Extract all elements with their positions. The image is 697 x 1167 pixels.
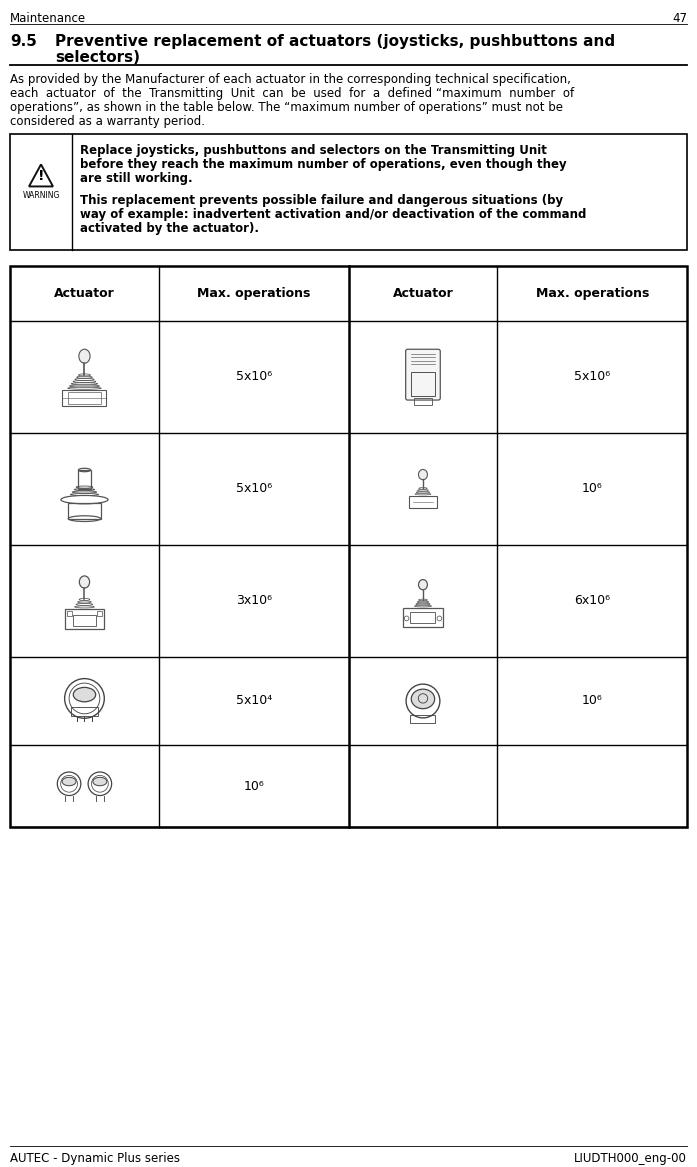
Bar xyxy=(67,612,72,616)
Text: As provided by the Manufacturer of each actuator in the corresponding technical : As provided by the Manufacturer of each … xyxy=(10,74,571,86)
Bar xyxy=(65,609,105,629)
Text: each  actuator  of  the  Transmitting  Unit  can  be  used  for  a  defined “max: each actuator of the Transmitting Unit c… xyxy=(10,88,574,100)
Text: 5x10⁶: 5x10⁶ xyxy=(574,370,611,384)
Bar xyxy=(68,392,101,404)
Text: This replacement prevents possible failure and dangerous situations (by: This replacement prevents possible failu… xyxy=(80,194,563,207)
Text: 9.5: 9.5 xyxy=(10,34,37,49)
Bar xyxy=(10,266,687,827)
Ellipse shape xyxy=(73,687,95,701)
Text: 5x10⁶: 5x10⁶ xyxy=(236,370,272,384)
Text: Preventive replacement of actuators (joysticks, pushbuttons and: Preventive replacement of actuators (joy… xyxy=(55,34,615,49)
Text: 5x10⁴: 5x10⁴ xyxy=(236,694,272,707)
Bar xyxy=(415,398,431,405)
Bar xyxy=(411,372,435,396)
Text: activated by the actuator).: activated by the actuator). xyxy=(80,222,259,235)
Bar xyxy=(98,612,102,616)
Bar xyxy=(411,613,436,623)
Bar xyxy=(68,503,100,518)
Text: 10⁶: 10⁶ xyxy=(582,694,603,707)
Ellipse shape xyxy=(419,580,427,589)
Text: way of example: inadvertent activation and/or deactivation of the command: way of example: inadvertent activation a… xyxy=(80,208,586,221)
Bar xyxy=(63,391,107,406)
Text: operations”, as shown in the table below. The “maximum number of operations” mus: operations”, as shown in the table below… xyxy=(10,102,563,114)
Text: 5x10⁶: 5x10⁶ xyxy=(236,482,272,496)
Ellipse shape xyxy=(62,777,76,785)
Bar xyxy=(10,134,687,250)
Bar xyxy=(408,496,438,508)
Ellipse shape xyxy=(411,690,435,708)
Text: 6x10⁶: 6x10⁶ xyxy=(574,594,610,608)
Ellipse shape xyxy=(418,469,427,480)
Text: AUTEC - Dynamic Plus series: AUTEC - Dynamic Plus series xyxy=(10,1152,180,1165)
Text: WARNING: WARNING xyxy=(22,191,60,201)
Ellipse shape xyxy=(79,576,90,588)
Text: 10⁶: 10⁶ xyxy=(582,482,603,496)
Text: Max. operations: Max. operations xyxy=(197,287,310,300)
Text: 3x10⁶: 3x10⁶ xyxy=(236,594,272,608)
Text: Actuator: Actuator xyxy=(392,287,453,300)
Text: considered as a warranty period.: considered as a warranty period. xyxy=(10,116,205,128)
Text: are still working.: are still working. xyxy=(80,172,192,186)
Ellipse shape xyxy=(79,349,90,363)
Ellipse shape xyxy=(93,777,107,785)
Bar xyxy=(411,715,436,724)
Text: selectors): selectors) xyxy=(55,50,140,65)
Text: 10⁶: 10⁶ xyxy=(243,780,264,792)
Bar xyxy=(71,707,98,717)
Text: before they reach the maximum number of operations, even though they: before they reach the maximum number of … xyxy=(80,158,567,172)
Bar xyxy=(404,608,443,627)
Text: Max. operations: Max. operations xyxy=(535,287,649,300)
Text: LIUDTH000_eng-00: LIUDTH000_eng-00 xyxy=(574,1152,687,1165)
Text: Replace joysticks, pushbuttons and selectors on the Transmitting Unit: Replace joysticks, pushbuttons and selec… xyxy=(80,144,547,158)
Bar xyxy=(73,615,95,627)
Text: Actuator: Actuator xyxy=(54,287,115,300)
Text: Maintenance: Maintenance xyxy=(10,12,86,25)
FancyBboxPatch shape xyxy=(406,349,441,400)
Text: 47: 47 xyxy=(672,12,687,25)
Text: !: ! xyxy=(38,169,44,183)
Bar xyxy=(78,470,91,489)
